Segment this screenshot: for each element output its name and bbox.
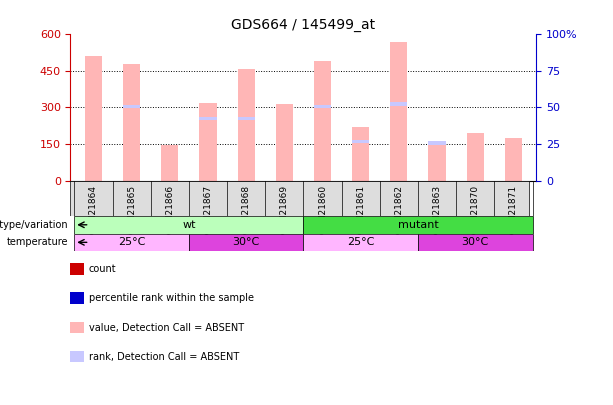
Bar (276, 104, 293, 181)
Bar (303, 234, 418, 251)
Text: GSM21871: GSM21871 (509, 185, 518, 234)
Bar (390, 102, 408, 106)
Text: GSM21865: GSM21865 (127, 185, 136, 234)
Text: temperature: temperature (7, 237, 69, 247)
Bar (199, 117, 216, 120)
Text: 30°C: 30°C (462, 237, 489, 247)
Bar (390, 42, 408, 181)
Bar (123, 104, 140, 108)
Text: 25°C: 25°C (118, 237, 145, 247)
Bar (74, 234, 189, 251)
Text: 30°C: 30°C (232, 237, 260, 247)
Text: value, Detection Call = ABSENT: value, Detection Call = ABSENT (89, 323, 244, 333)
Bar (418, 234, 533, 251)
Bar (74, 216, 303, 234)
Bar (428, 143, 446, 181)
Title: GDS664 / 145499_at: GDS664 / 145499_at (231, 18, 376, 32)
Text: percentile rank within the sample: percentile rank within the sample (89, 294, 254, 303)
Bar (352, 127, 369, 181)
Bar (314, 61, 331, 181)
Text: GSM21870: GSM21870 (471, 185, 480, 234)
Text: wt: wt (182, 220, 196, 230)
Text: GSM21869: GSM21869 (280, 185, 289, 234)
Text: GSM21863: GSM21863 (433, 185, 441, 234)
Text: GSM21862: GSM21862 (394, 185, 403, 234)
Text: GSM21866: GSM21866 (166, 185, 174, 234)
Bar (466, 133, 484, 181)
Bar (238, 117, 255, 120)
Text: GSM21864: GSM21864 (89, 185, 98, 234)
Bar (352, 140, 369, 143)
Text: GSM21860: GSM21860 (318, 185, 327, 234)
Text: mutant: mutant (398, 220, 438, 230)
Text: GSM21867: GSM21867 (204, 185, 213, 234)
Bar (123, 64, 140, 181)
Text: genotype/variation: genotype/variation (0, 220, 69, 230)
Bar (505, 138, 522, 181)
Text: rank, Detection Call = ABSENT: rank, Detection Call = ABSENT (89, 352, 239, 362)
Bar (238, 68, 255, 181)
Bar (314, 104, 331, 108)
Bar (161, 145, 178, 181)
Bar (85, 56, 102, 181)
Text: GSM21861: GSM21861 (356, 185, 365, 234)
Bar (428, 141, 446, 145)
Bar (199, 102, 216, 181)
Bar (303, 216, 533, 234)
Text: 25°C: 25°C (347, 237, 375, 247)
Text: count: count (89, 264, 116, 274)
Text: GSM21868: GSM21868 (242, 185, 251, 234)
Bar (189, 234, 303, 251)
